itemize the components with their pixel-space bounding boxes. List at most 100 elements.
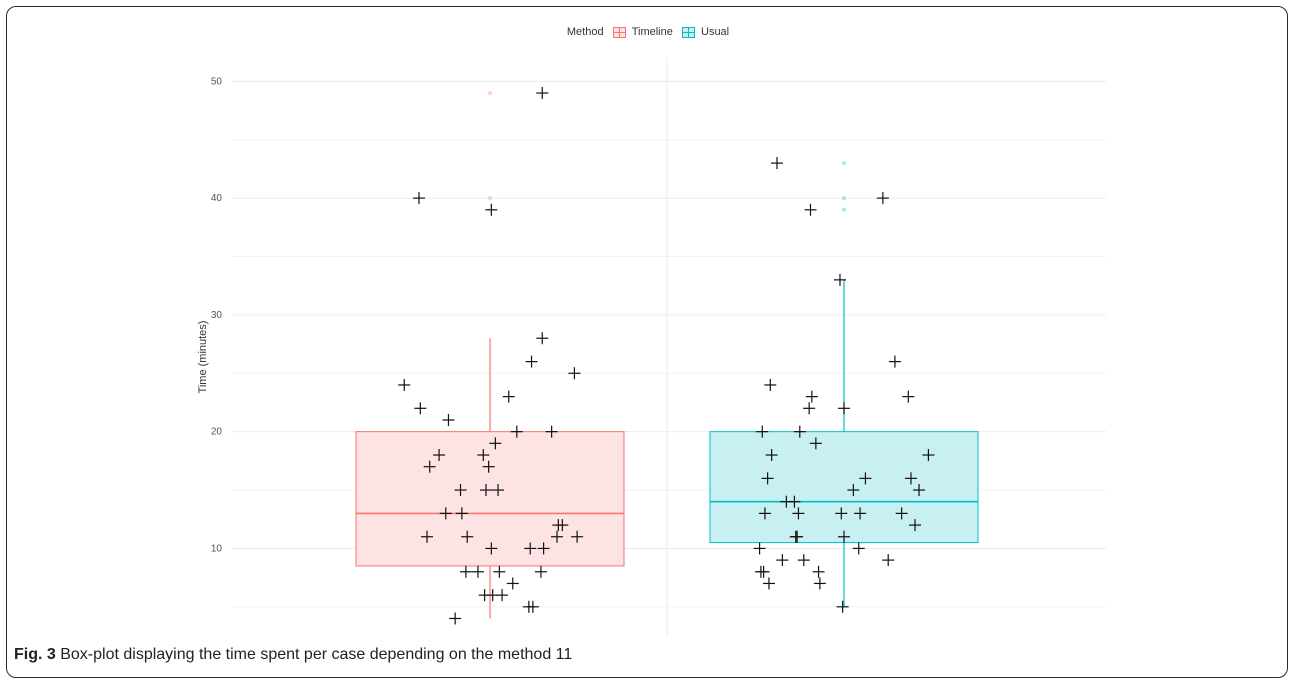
usual-data-point (895, 507, 908, 520)
usual-data-point (765, 449, 778, 462)
usual-data-point (791, 530, 804, 543)
timeline-data-point (442, 413, 455, 426)
usual-data-point (876, 192, 889, 205)
y-tick-label: 40 (211, 193, 223, 204)
usual-data-point (859, 472, 872, 485)
usual-data-point (854, 507, 867, 520)
timeline-data-point (412, 192, 425, 205)
legend-title: Method (566, 26, 604, 39)
timeline-outlier-point (488, 91, 492, 96)
timeline-data-point (485, 203, 498, 216)
usual-data-point (909, 519, 922, 532)
usual-data-point (905, 472, 917, 485)
timeline-data-point (556, 519, 569, 532)
y-axis-label: Time (minutes) (197, 321, 209, 394)
usual-box (709, 431, 979, 544)
timeline-data-point (479, 484, 492, 497)
legend-label-timeline: Timeline (631, 26, 673, 39)
usual-outlier-point (842, 196, 846, 201)
usual-data-point (776, 554, 789, 567)
usual-data-point (882, 554, 895, 567)
usual-data-point (847, 484, 860, 497)
legend: Method Timeline Usual (0, 26, 1296, 38)
usual-data-point (922, 449, 935, 462)
timeline-data-point (568, 367, 581, 380)
timeline-data-point (461, 530, 474, 543)
usual-data-point (852, 542, 865, 555)
timeline-data-point (421, 530, 434, 543)
timeline-data-point (482, 460, 495, 473)
usual-data-point (792, 507, 805, 520)
timeline-data-point (471, 565, 484, 578)
timeline-data-point (506, 577, 519, 590)
usual-data-point (757, 565, 770, 578)
usual-data-point (753, 542, 766, 555)
usual-data-point (761, 472, 774, 485)
timeline-data-point (459, 565, 472, 578)
usual-data-point (838, 402, 850, 415)
usual-data-point (913, 484, 926, 497)
usual-data-point (813, 577, 826, 590)
timeline-data-point (534, 565, 547, 578)
usual-data-point (803, 402, 816, 415)
figure-frame (6, 6, 1288, 678)
usual-data-point (793, 425, 806, 438)
timeline-data-point (449, 612, 462, 625)
usual-data-point (835, 507, 848, 520)
legend-key-timeline (612, 26, 626, 38)
timeline-data-point (536, 332, 549, 345)
timeline-data-point (571, 530, 584, 543)
usual-data-point (771, 157, 783, 170)
y-tick-label: 30 (211, 310, 223, 321)
usual-outlier-point (842, 161, 846, 166)
timeline-data-point (545, 425, 558, 438)
y-tick-label: 20 (211, 427, 223, 438)
timeline-data-point (502, 390, 515, 403)
timeline-data-point (493, 565, 506, 578)
usual-data-point (758, 507, 771, 520)
timeline-data-point (455, 507, 468, 520)
timeline-data-point (510, 425, 523, 438)
usual-data-point (797, 554, 810, 567)
timeline-data-point (454, 484, 467, 497)
usual-data-point (888, 355, 901, 368)
timeline-outlier-point (488, 196, 492, 201)
usual-data-point (833, 273, 846, 286)
usual-data-point (788, 495, 801, 508)
timeline-data-point (423, 460, 436, 473)
usual-outlier-point (842, 207, 846, 212)
caption-text: Box-plot displaying the time spent per c… (60, 646, 573, 663)
timeline-data-point (526, 600, 539, 613)
y-tick-label: 50 (211, 76, 223, 87)
timeline-data-point (414, 402, 427, 415)
timeline-data-point (525, 355, 538, 368)
y-tick-label: 10 (211, 543, 223, 554)
timeline-data-point (477, 449, 490, 462)
timeline-data-point (485, 542, 498, 555)
usual-data-point (902, 390, 915, 403)
timeline-data-point (433, 449, 446, 462)
usual-data-point (804, 203, 817, 216)
timeline-data-point (439, 507, 452, 520)
timeline-box (355, 431, 625, 567)
timeline-data-point (551, 530, 563, 543)
timeline-data-point (496, 589, 509, 602)
timeline-data-point (537, 542, 550, 555)
usual-data-point (762, 577, 775, 590)
figure-label: Fig. 3 (14, 646, 56, 663)
timeline-data-point (398, 378, 411, 391)
usual-data-point (838, 530, 850, 543)
usual-data-point (756, 425, 769, 438)
timeline-data-point (489, 437, 502, 450)
usual-data-point (805, 390, 818, 403)
legend-key-usual (681, 26, 695, 38)
usual-data-point (836, 600, 849, 613)
usual-data-point (812, 565, 825, 578)
legend-label-usual: Usual (701, 26, 730, 39)
usual-data-point (764, 378, 777, 391)
timeline-data-point (492, 484, 505, 497)
figure-caption: Fig. 3 Box-plot displaying the time spen… (14, 646, 572, 664)
timeline-data-point (524, 542, 537, 555)
usual-data-point (809, 437, 822, 450)
